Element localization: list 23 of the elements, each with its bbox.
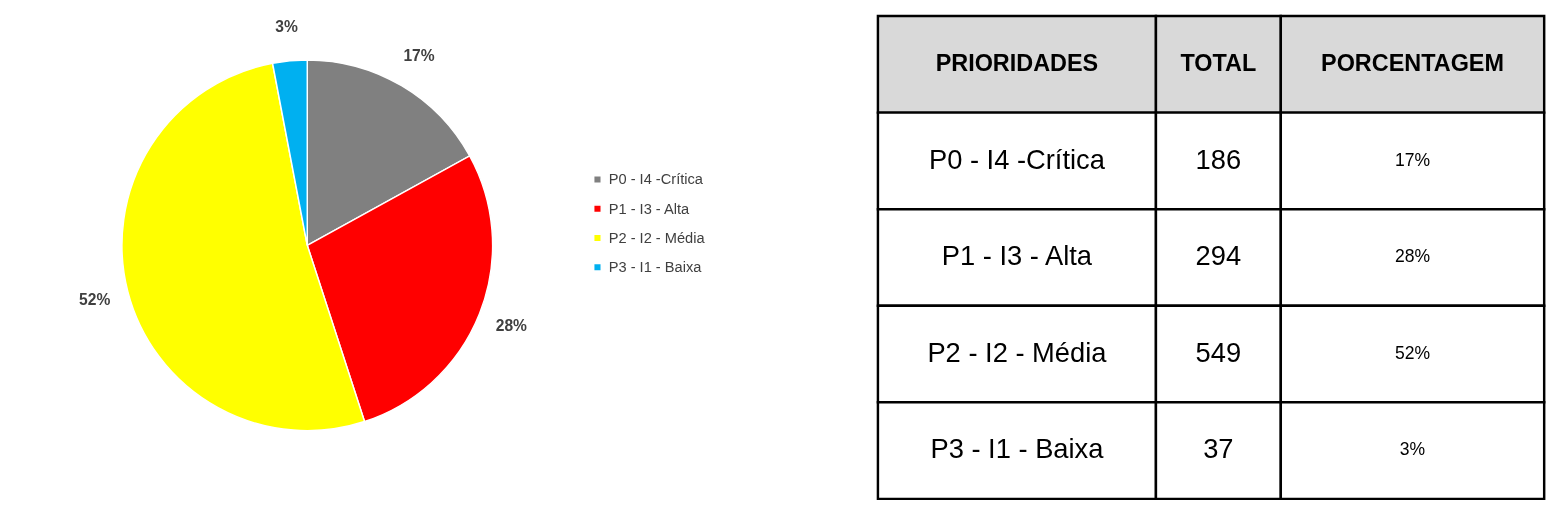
legend-label: P3 - I1 - Baixa — [608, 259, 703, 276]
text: 52% — [1394, 342, 1431, 363]
data-label: 28% — [495, 316, 528, 334]
data-label: 186 — [1195, 143, 1242, 175]
legend-label: P0 - I4 -Crítica — [608, 171, 704, 188]
data-label: 17% — [403, 47, 435, 65]
data-label: 549 — [1195, 336, 1242, 368]
data-label: 294 — [1195, 240, 1242, 272]
data-label: 3% — [275, 17, 299, 35]
text: 3% — [1399, 439, 1426, 460]
category-label: P1 - I3 - Alta — [941, 240, 1093, 272]
category-label: P2 - I2 - Média — [927, 336, 1108, 368]
text: TOTAL — [1180, 50, 1257, 77]
text: PORCENTAGEM — [1321, 50, 1504, 77]
legend-label: P1 - I3 - Alta — [608, 200, 691, 217]
category-label: P0 - I4 -Crítica — [928, 143, 1106, 175]
data-label: 37 — [1203, 433, 1234, 465]
category-label: P3 - I1 - Baixa — [930, 433, 1105, 465]
legend-label: P2 - I2 - Média — [608, 229, 706, 246]
text: PRIORIDADES — [935, 50, 1099, 77]
text: 17% — [1394, 149, 1431, 170]
text: 28% — [1394, 246, 1431, 267]
data-label: 52% — [79, 290, 111, 308]
